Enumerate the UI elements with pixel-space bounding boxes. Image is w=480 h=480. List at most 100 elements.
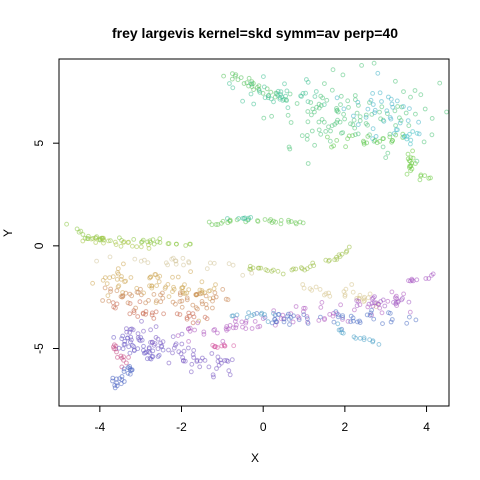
data-point	[179, 331, 185, 337]
data-point	[127, 330, 133, 335]
data-point	[408, 278, 413, 284]
data-point	[304, 136, 310, 142]
data-point	[93, 240, 99, 245]
data-point	[191, 314, 197, 320]
data-point	[201, 329, 207, 335]
data-point	[138, 244, 144, 250]
data-point	[246, 310, 252, 316]
data-point	[401, 104, 406, 109]
data-point	[114, 301, 120, 307]
data-point	[243, 320, 249, 326]
data-point	[416, 131, 422, 137]
data-point	[127, 311, 133, 317]
data-point	[125, 240, 131, 245]
data-point	[111, 335, 117, 340]
data-point	[328, 128, 333, 134]
data-point	[190, 320, 196, 326]
data-point	[121, 261, 126, 267]
data-point	[119, 336, 125, 342]
data-point	[177, 299, 183, 304]
x-tick-label: 0	[260, 420, 267, 434]
data-point	[116, 271, 121, 277]
data-point	[180, 355, 186, 361]
data-point	[222, 343, 227, 349]
data-point	[206, 364, 212, 370]
data-point	[357, 302, 363, 308]
data-point	[389, 289, 395, 295]
data-point	[248, 91, 254, 97]
data-point	[176, 349, 182, 355]
data-point	[191, 355, 197, 360]
data-point	[361, 337, 367, 343]
data-point	[357, 335, 363, 341]
data-point	[131, 348, 137, 354]
data-point	[114, 380, 120, 386]
data-point	[325, 134, 330, 140]
data-point	[287, 91, 293, 97]
data-point	[135, 331, 141, 337]
data-point	[335, 117, 340, 123]
data-point	[173, 241, 179, 247]
data-point	[416, 119, 422, 125]
data-point	[74, 226, 80, 232]
data-point	[131, 308, 137, 314]
data-point	[369, 301, 375, 306]
data-point	[163, 284, 169, 290]
data-point	[132, 256, 138, 262]
data-point	[265, 268, 270, 274]
data-point	[111, 304, 117, 310]
data-point	[421, 139, 427, 145]
data-point	[350, 133, 356, 139]
x-tick-label: 4	[423, 420, 430, 434]
data-point	[241, 81, 247, 86]
data-point	[163, 260, 169, 266]
data-point	[407, 131, 412, 137]
data-point	[268, 96, 274, 102]
data-point	[245, 217, 251, 223]
data-point	[377, 139, 383, 144]
data-point	[215, 354, 221, 360]
data-point	[112, 342, 117, 348]
data-point	[408, 94, 413, 100]
data-point	[134, 285, 140, 291]
data-point	[378, 116, 384, 122]
data-point	[429, 116, 435, 121]
data-point	[407, 314, 412, 320]
data-point	[422, 173, 428, 179]
data-point	[353, 132, 358, 138]
data-point	[370, 102, 376, 107]
data-point	[149, 339, 155, 345]
data-point	[158, 299, 164, 305]
data-point	[304, 133, 310, 138]
data-point	[333, 309, 339, 315]
data-point	[173, 258, 179, 264]
y-axis: -5 0 5	[32, 140, 59, 354]
data-point	[323, 129, 329, 134]
data-point	[188, 369, 194, 375]
data-point	[327, 138, 333, 144]
x-tick-label: -4	[95, 420, 106, 434]
data-point	[166, 347, 171, 353]
data-point	[213, 282, 218, 288]
data-point	[202, 314, 208, 320]
data-point	[423, 276, 429, 281]
data-point	[254, 311, 260, 316]
data-point	[286, 317, 292, 322]
data-point	[190, 302, 196, 308]
data-point	[407, 309, 413, 315]
data-point	[330, 67, 336, 73]
data-point	[121, 354, 126, 360]
data-point	[184, 295, 190, 301]
data-point	[197, 364, 203, 370]
data-point	[88, 236, 94, 242]
data-point	[348, 313, 354, 319]
data-point	[372, 300, 377, 306]
data-point	[114, 288, 120, 294]
data-point	[143, 300, 149, 306]
data-point	[348, 319, 354, 325]
data-point	[252, 319, 258, 324]
data-point	[126, 355, 131, 360]
data-point	[249, 326, 255, 331]
data-point	[359, 63, 365, 68]
data-point	[266, 93, 272, 98]
